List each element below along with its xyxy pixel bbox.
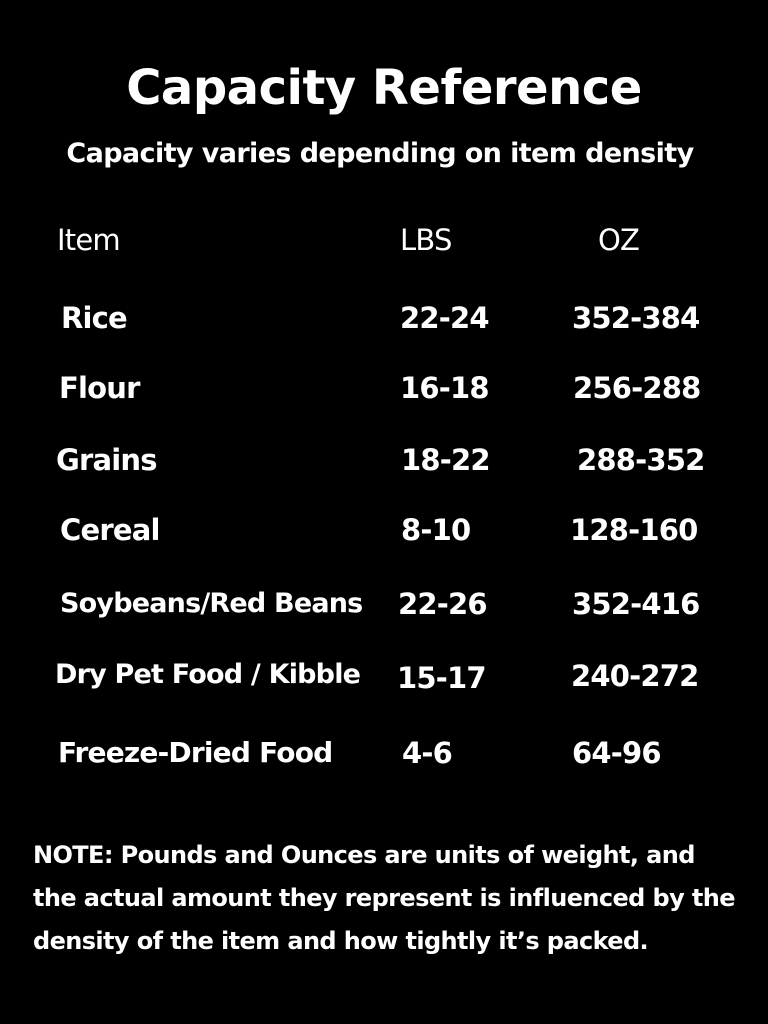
row-rice-item: Rice xyxy=(61,301,128,335)
density-note: NOTE: Pounds and Ounces are units of wei… xyxy=(33,841,736,955)
row-flour-lbs: 16-18 xyxy=(400,371,490,405)
row-cereal-lbs: 8-10 xyxy=(401,513,471,547)
row-grains-lbs: 18-22 xyxy=(401,443,491,477)
row-freeze-dried-oz: 64-96 xyxy=(572,736,662,770)
row-freeze-dried-lbs: 4-6 xyxy=(402,736,453,770)
column-header-item: Item xyxy=(57,223,121,257)
page-subtitle: Capacity varies depending on item densit… xyxy=(66,138,694,169)
row-cereal-oz: 128-160 xyxy=(570,513,698,547)
row-grains-item: Grains xyxy=(56,443,158,477)
row-rice-lbs: 22-24 xyxy=(400,301,490,335)
page-title: Capacity Reference xyxy=(126,60,642,116)
row-flour-oz: 256-288 xyxy=(573,371,701,405)
row-rice-oz: 352-384 xyxy=(572,301,700,335)
row-flour-item: Flour xyxy=(59,371,140,405)
row-soybeans-lbs: 22-26 xyxy=(398,587,488,621)
row-grains-oz: 288-352 xyxy=(577,443,705,477)
row-soybeans-item: Soybeans/Red Beans xyxy=(60,588,363,619)
row-pet-food-oz: 240-272 xyxy=(571,659,699,693)
row-cereal-item: Cereal xyxy=(60,513,160,547)
row-freeze-dried-item: Freeze-Dried Food xyxy=(58,736,333,769)
column-header-lbs: LBS xyxy=(400,223,452,257)
column-header-oz: OZ xyxy=(598,223,640,257)
row-pet-food-lbs: 15-17 xyxy=(397,661,487,695)
row-pet-food-item: Dry Pet Food / Kibble xyxy=(55,659,361,690)
row-soybeans-oz: 352-416 xyxy=(572,587,700,621)
